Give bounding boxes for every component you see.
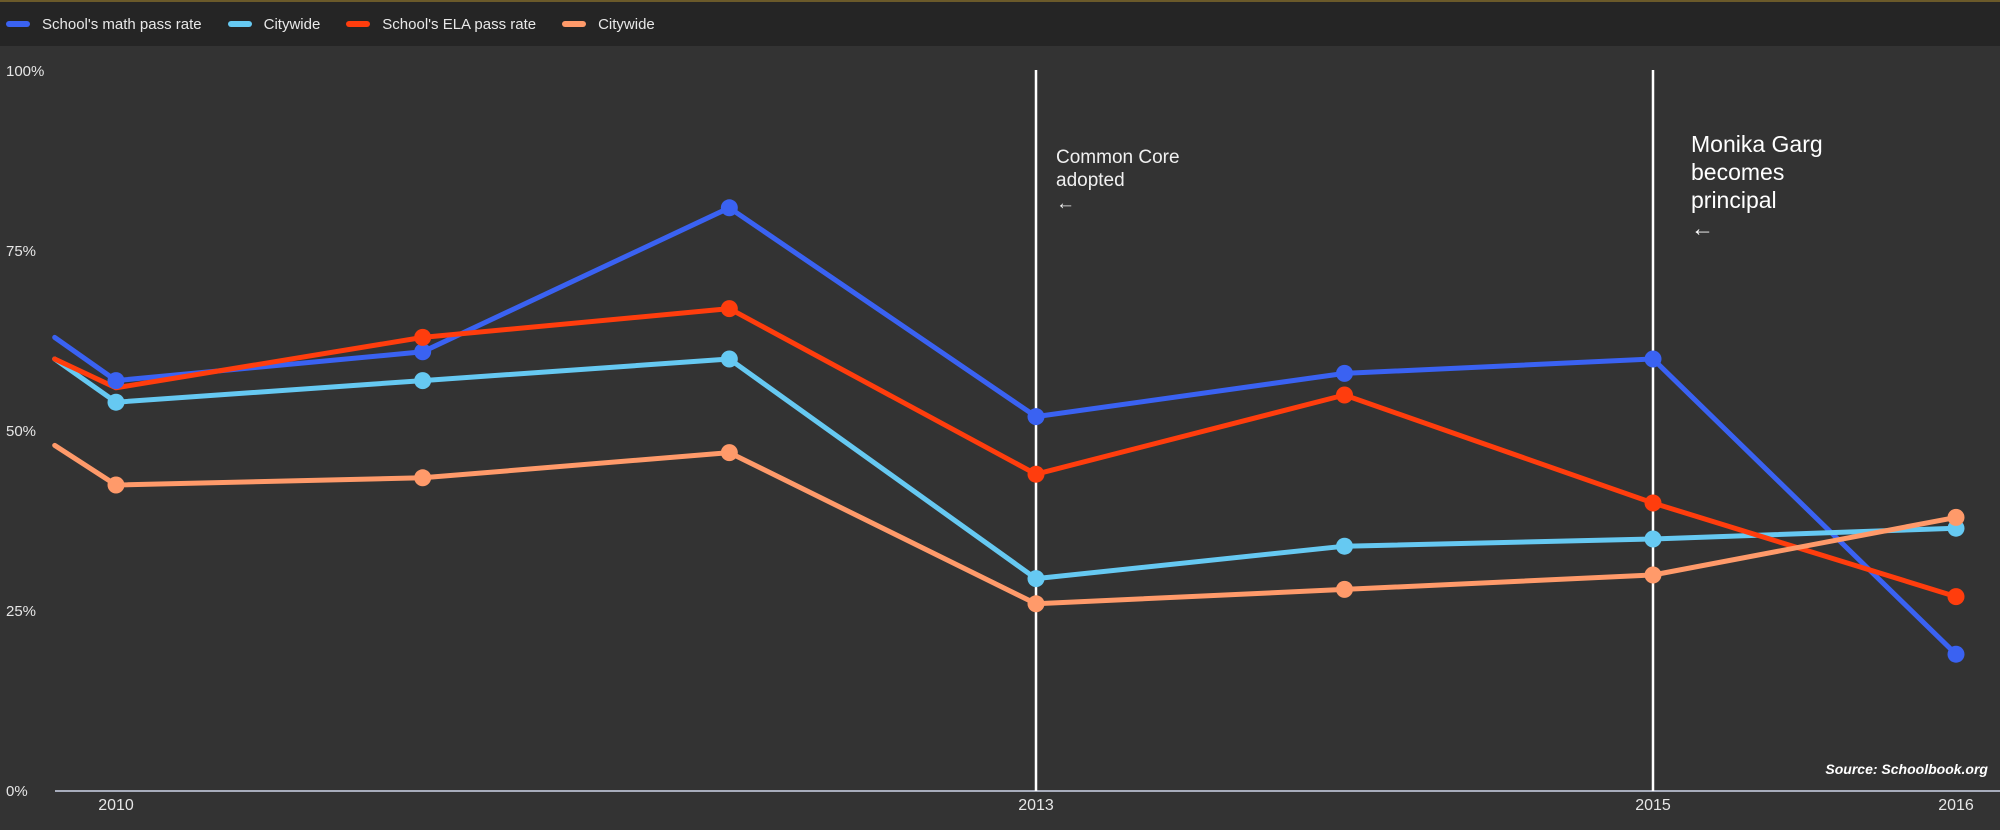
data-point-s4-2012 — [720, 444, 738, 462]
annotation-lines — [1034, 70, 1655, 791]
data-point-s3-2015 — [1644, 494, 1662, 512]
data-point-s1-2011 — [414, 343, 432, 361]
data-point-s3-2016 — [1947, 588, 1965, 606]
data-point-s2-2014 — [1336, 537, 1353, 555]
series-line-4-citywide — [52, 442, 1959, 607]
y-tick-label-25: 25% — [6, 603, 36, 620]
data-point-s1-2015 — [1644, 350, 1662, 368]
data-point-s1-2014 — [1336, 364, 1353, 382]
y-tick-label-100: 100% — [6, 63, 44, 80]
legend-label: Citywide — [263, 15, 321, 33]
top-accent-line — [0, 0, 2000, 2]
legend-label: Citywide — [598, 15, 655, 33]
y-tick-label-75: 75% — [6, 243, 36, 260]
annotation-labels: Common Core adopted ← Monika Garg becomes pri… — [1056, 131, 1823, 241]
series-line-3-school-s-ela-pass-rate — [52, 306, 1959, 600]
data-point-s4-2013 — [1027, 595, 1045, 613]
data-point-s2-2015 — [1644, 530, 1662, 548]
y-tick-label-0: 0% — [6, 783, 28, 800]
series-markers — [107, 199, 1965, 663]
series-line-1-school-s-math-pass-rate — [52, 205, 1959, 657]
legend-label: School's ELA pass rate — [382, 15, 537, 33]
data-point-s1-2010 — [107, 372, 125, 390]
data-point-s4-2010 — [107, 476, 125, 494]
legend-label: School's math pass rate — [42, 15, 202, 33]
data-point-s1-2016 — [1947, 645, 1965, 663]
annotation-label-2: Monika Garg becomes principal ← — [1691, 131, 1823, 241]
data-point-s3-2014 — [1336, 386, 1353, 404]
legend-item-3: School's ELA pass rate — [346, 16, 536, 33]
data-point-s1-2013 — [1027, 408, 1045, 426]
legend-swatch — [562, 21, 587, 27]
data-point-s4-2014 — [1336, 580, 1353, 598]
y-tick-label-50: 50% — [6, 423, 36, 440]
data-point-s2-2013 — [1027, 570, 1045, 588]
data-point-s2-2010 — [107, 393, 125, 411]
x-tick-label-2013: 2013 — [1018, 797, 1054, 814]
x-tick-label-2010: 2010 — [98, 797, 134, 814]
data-point-s2-2012 — [720, 350, 738, 368]
legend-swatch — [227, 21, 252, 27]
legend-swatch — [346, 21, 371, 27]
data-point-s1-2012 — [720, 199, 738, 217]
x-tick-label-2015: 2015 — [1635, 797, 1671, 814]
source-label: Source: Schoolbook.org — [1825, 761, 1988, 777]
x-axis-ticks: 2010 2013 2015 2016 — [98, 797, 1974, 814]
data-point-s4-2011 — [414, 469, 432, 487]
legend-item-2: Citywide — [227, 15, 321, 33]
data-point-s3-2012 — [720, 300, 738, 318]
y-axis-ticks: 0% 25% 50% 75% 100% — [6, 63, 44, 800]
legend-item-1: School's math pass rate — [6, 16, 202, 33]
annotation-label-1: Common Core adopted ← — [1056, 147, 1180, 214]
x-tick-label-2016: 2016 — [1938, 797, 1974, 814]
legend-swatch — [6, 21, 30, 27]
series-lines — [52, 205, 1959, 657]
series-line-2-citywide — [52, 356, 1959, 582]
data-point-s3-2013 — [1027, 465, 1045, 483]
data-point-s4-2016 — [1947, 508, 1965, 526]
legend-item-4: Citywide — [562, 16, 655, 33]
legend: School's math pass rate Citywide School's … — [0, 2, 2000, 46]
data-point-s2-2011 — [414, 372, 432, 390]
data-point-s3-2011 — [414, 328, 432, 346]
data-point-s4-2015 — [1644, 566, 1662, 584]
